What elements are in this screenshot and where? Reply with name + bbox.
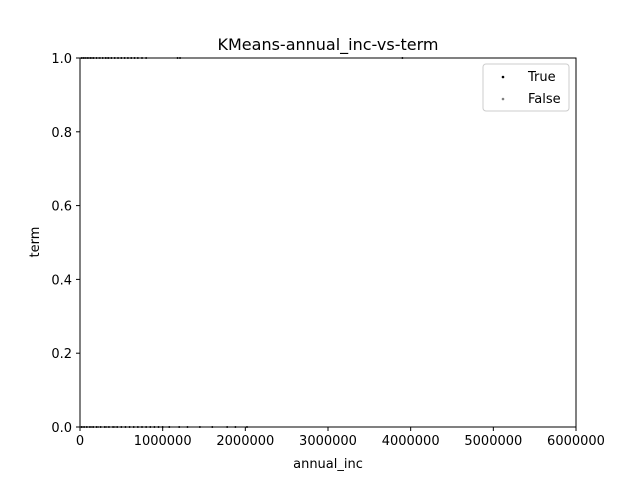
x-tick-label: 1000000 [134, 434, 192, 449]
y-tick-label: 0.0 [51, 421, 72, 436]
x-tick-label: 3000000 [299, 434, 357, 449]
legend-marker-false [501, 97, 505, 101]
legend-marker-true [501, 75, 505, 79]
x-tick-label: 0 [76, 434, 84, 449]
x-tick-label: 5000000 [464, 434, 522, 449]
y-tick-label: 1.0 [51, 52, 72, 67]
legend-box [482, 63, 570, 112]
x-tick-label: 6000000 [547, 434, 605, 449]
chart-title: KMeans-annual_inc-vs-term [218, 35, 439, 55]
legend-label-false: False [528, 92, 561, 107]
y-tick-label: 0.4 [51, 273, 72, 288]
legend-label-true: True [527, 70, 556, 85]
legend: True False [482, 63, 570, 112]
y-axis: 0.0 0.2 0.4 0.6 0.8 1.0 [51, 52, 80, 436]
x-tick-label: 4000000 [382, 434, 440, 449]
plot-frame [79, 57, 577, 428]
y-axis-label: term [28, 227, 43, 258]
x-axis: 0 1000000 2000000 3000000 4000000 5000000 6000… [76, 427, 605, 449]
plot-area [80, 58, 576, 427]
y-tick-label: 0.2 [51, 347, 72, 362]
x-axis-label: annual_inc [293, 457, 363, 472]
x-tick-label: 2000000 [216, 434, 274, 449]
y-tick-label: 0.6 [51, 200, 72, 215]
y-tick-label: 0.8 [51, 126, 72, 141]
